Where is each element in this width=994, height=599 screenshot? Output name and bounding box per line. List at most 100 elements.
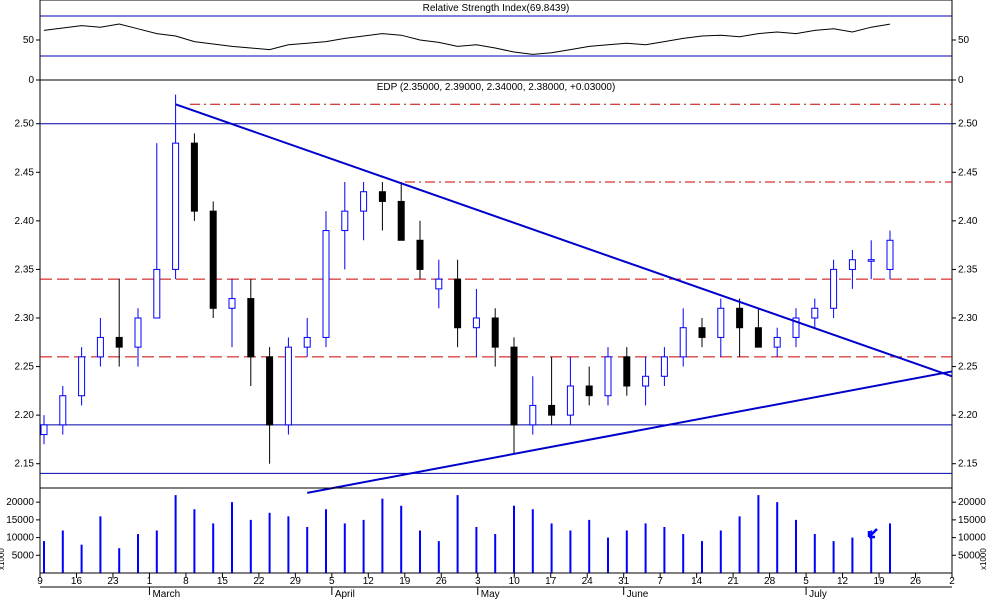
x-tick-label: 21 [728, 576, 740, 587]
rsi-tick-label-right: 0 [958, 75, 964, 86]
x-tick-label: 12 [837, 576, 849, 587]
rsi-tick-label-left: 0 [28, 75, 34, 86]
candle-body [679, 327, 687, 358]
x-tick-label: 8 [183, 576, 189, 587]
volume-panel: 5000 5000 10000 10000 15000 15000 20000 20000 x… [0, 487, 988, 574]
candle-body [848, 259, 856, 270]
candle-body [491, 317, 499, 348]
candle-body [604, 356, 612, 397]
price-tick-label-right: 2.40 [958, 216, 978, 227]
arrow-marker-icon [867, 528, 878, 539]
price-tick-label-right: 2.30 [958, 313, 978, 324]
x-tick-label: 26 [910, 576, 922, 587]
candle-body [153, 268, 161, 319]
candle-body [867, 259, 875, 262]
volume-tick-label-left: 15000 [6, 515, 34, 526]
x-tick-label: 9 [37, 576, 43, 587]
x-tick-label: 15 [217, 576, 229, 587]
month-label: July [809, 589, 827, 599]
candle-body [96, 336, 104, 358]
candle-body [190, 142, 198, 212]
x-tick-label: 12 [363, 576, 375, 587]
price-axis-ticks: 2.15 2.15 2.20 2.20 2.25 2.25 2.30 2.30 2.35 2.35… [15, 119, 978, 470]
candle-body [454, 278, 462, 329]
horizontal-levels [40, 103, 952, 474]
candle-body [623, 356, 631, 387]
candle-body [115, 336, 123, 348]
candle-body [773, 336, 781, 348]
x-tick-label: 16 [71, 576, 83, 587]
price-tick-label-left: 2.15 [15, 459, 35, 470]
price-tick-label-left: 2.25 [15, 362, 35, 373]
candle-body [830, 268, 838, 309]
volume-unit-left: x1000 [0, 548, 6, 570]
x-tick-label: 24 [582, 576, 594, 587]
x-tick-label: 19 [873, 576, 885, 587]
candle-body [284, 346, 292, 426]
price-tick-label-right: 2.50 [958, 119, 978, 130]
candle-body [59, 395, 67, 426]
rsi-axis-ticks: 0 0 50 50 [23, 35, 970, 86]
price-tick-label-right: 2.25 [958, 362, 978, 373]
trendline [175, 103, 953, 378]
candle-body [585, 385, 593, 397]
price-tick-label-left: 2.45 [15, 167, 35, 178]
volume-tick-label-right: 10000 [958, 533, 986, 544]
candle-body [435, 278, 443, 290]
candle-body [322, 230, 330, 338]
candle-body [754, 327, 762, 348]
x-tick-label: 7 [657, 576, 663, 587]
month-label: May [481, 589, 500, 599]
price-tick-label-left: 2.40 [15, 216, 35, 227]
candle-body [566, 385, 574, 416]
volume-unit-right: x1000 [979, 548, 988, 570]
volume-bars [43, 495, 891, 573]
candle-body [886, 239, 894, 270]
month-label: March [152, 589, 180, 599]
candle-body [642, 375, 650, 387]
x-tick-label: 28 [764, 576, 776, 587]
candle-body [134, 317, 142, 348]
candle-body [416, 239, 424, 270]
candle-body [529, 404, 537, 426]
x-axis: 9 16 23 1 8 15 22 29 5 12 19 26 3 10 17 24 31 7 14 21 28 5 12 1… [37, 572, 955, 599]
volume-tick-label-right: 5000 [958, 550, 981, 561]
candle-body [341, 210, 349, 232]
rsi-tick-label-left: 50 [23, 35, 35, 46]
candle-body [303, 336, 311, 348]
price-tick-label-left: 2.20 [15, 410, 35, 421]
price-tick-label-left: 2.30 [15, 313, 35, 324]
volume-tick-label-right: 15000 [958, 515, 986, 526]
price-title: EDP (2.35000, 2.39000, 2.34000, 2.38000,… [377, 82, 616, 93]
volume-tick-label-left: 20000 [6, 497, 34, 508]
x-tick-label: 22 [253, 576, 265, 587]
x-tick-label: 17 [545, 576, 557, 587]
candle-body [397, 200, 405, 241]
candlesticks [40, 94, 894, 464]
trendline [307, 370, 953, 494]
rsi-panel: Relative Strength Index(69.8439) 0 0 50 50 [23, 0, 970, 86]
candle-body [548, 404, 556, 416]
candle-body [228, 298, 236, 309]
price-tick-label-right: 2.20 [958, 410, 978, 421]
volume-tick-label-left: 10000 [6, 533, 34, 544]
x-tick-label: 1 [147, 576, 153, 587]
x-tick-label: 23 [107, 576, 119, 587]
candle-body [360, 191, 368, 212]
price-tick-label-right: 2.15 [958, 459, 978, 470]
volume-axis-ticks: 5000 5000 10000 10000 15000 15000 20000 20000 [6, 497, 986, 561]
x-tick-label: 5 [329, 576, 335, 587]
candle-body [172, 142, 180, 270]
rsi-tick-label-right: 50 [958, 35, 970, 46]
volume-tick-label-right: 20000 [958, 497, 986, 508]
candle-body [378, 191, 386, 202]
x-tick-label: 31 [618, 576, 630, 587]
x-tick-label: 19 [399, 576, 411, 587]
candle-body [510, 346, 518, 426]
rsi-title: Relative Strength Index(69.8439) [423, 3, 570, 14]
month-label: April [335, 589, 355, 599]
candle-body [792, 317, 800, 338]
x-tick-label: 10 [509, 576, 521, 587]
candle-body [717, 307, 725, 338]
